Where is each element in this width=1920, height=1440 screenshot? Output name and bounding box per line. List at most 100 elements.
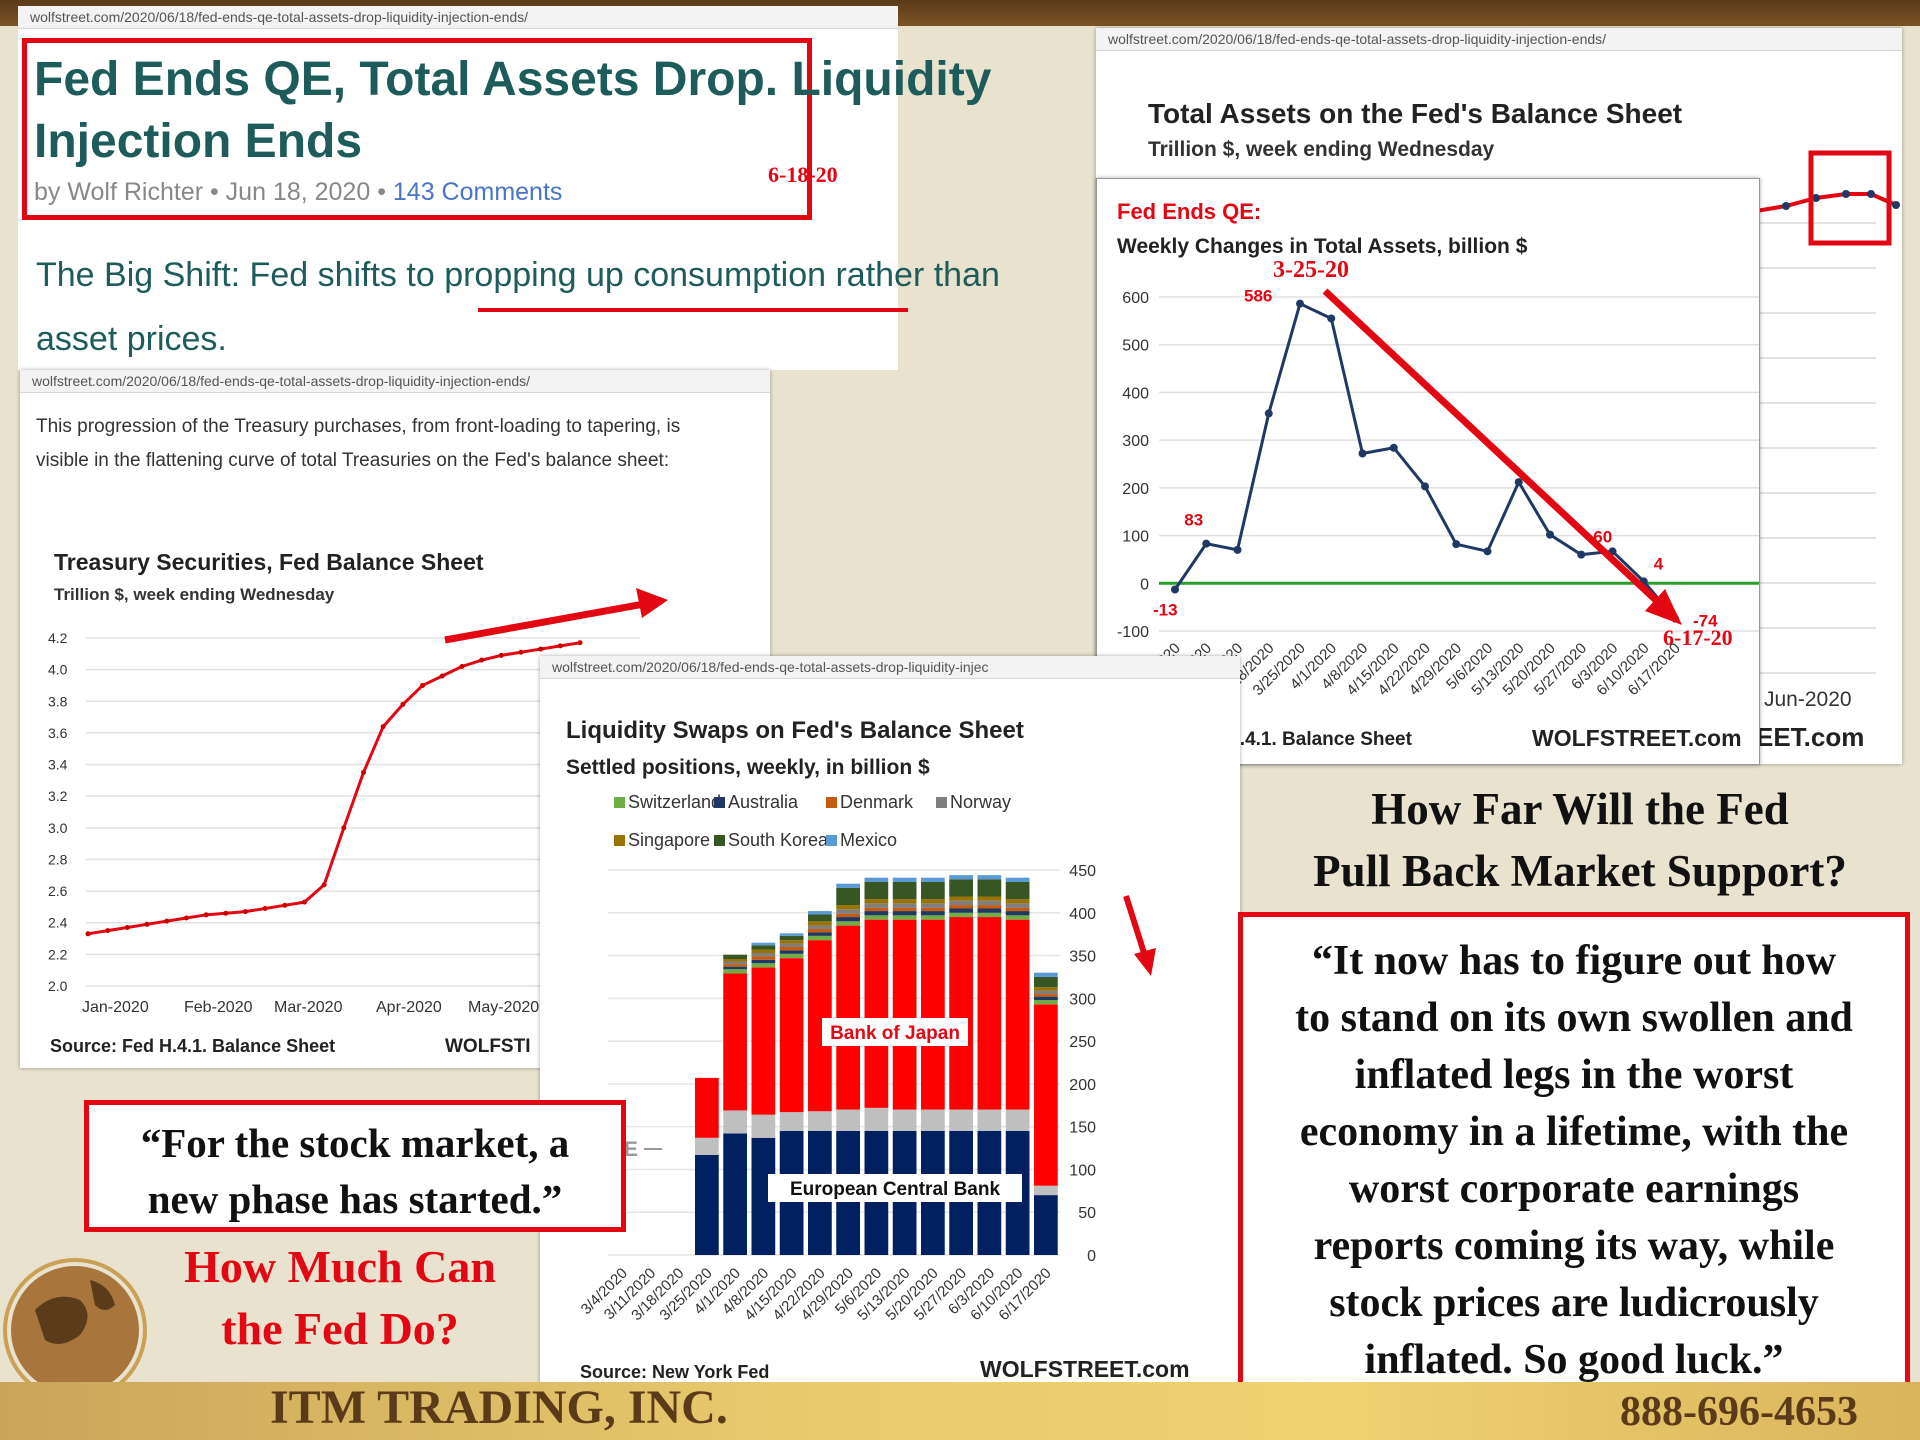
swaps-bar-segment [1034,976,1058,988]
swaps-bar-segment [779,943,804,947]
byline-text: by Wolf Richter • Jun 18, 2020 • [34,178,393,206]
swaps-bar-segment [1034,994,1058,997]
swaps-bar-segment [949,905,973,909]
swaps-bar-segment [949,875,973,880]
article-title-line2[interactable]: Injection Ends [34,115,363,168]
swaps-bar-segment [723,961,747,965]
legend-swatch [614,835,625,846]
treasury-x-tick: May-2020 [468,999,539,1016]
treasury-y-tick: 4.2 [48,630,68,646]
treasury-y-tick: 3.8 [48,693,68,709]
swaps-title: Liquidity Swaps on Fed's Balance Sheet [566,717,1024,744]
swaps-bar-segment [892,881,917,900]
swaps-bar-segment [949,900,973,906]
legend-label: Australia [728,792,799,812]
question-line2: Pull Back Market Support? [1313,846,1847,896]
total-assets-line [1755,192,1897,213]
treasury-source: Source: Fed H.4.1. Balance Sheet [50,1036,335,1056]
quote-right-line: “It now has to figure out how [1311,938,1837,984]
swaps-bar-segment [1034,996,1058,1001]
swaps-bar-segment [921,1109,945,1131]
subhead-line1: The Big Shift: Fed shifts to propping up… [36,256,1000,295]
swaps-bar-segment [977,908,1002,913]
treasury-x-tick: Feb-2020 [184,999,253,1016]
swaps-bar-segment [949,912,973,918]
swaps-bar-segment [808,940,832,1112]
swaps-bar-segment [864,915,889,920]
weekly-point [1358,449,1367,458]
legend-swatch [826,835,837,846]
total-assets-subtitle: Trillion $, week ending Wednesday [1148,138,1495,161]
swaps-bar-segment [977,896,1002,901]
weekly-date-top: 3-25-20 [1273,257,1349,283]
comments-link[interactable]: 143 Comments [392,178,563,206]
swaps-bar-segment [751,1137,776,1255]
swaps-bar-segment [921,877,945,882]
weekly-data-label: 4 [1654,554,1664,573]
swaps-bar-segment [921,911,945,916]
swaps-panel: wolfstreet.com/2020/06/18/fed-ends-qe-to… [540,656,1240,1390]
swaps-bar-segment [892,919,917,1110]
article-url[interactable]: wolfstreet.com/2020/06/18/fed-ends-qe-to… [18,6,898,29]
weekly-point [1171,585,1179,594]
swaps-bar-segment [892,877,917,882]
weekly-point [1546,530,1554,539]
article-title-line1[interactable]: Fed Ends QE, Total Assets Drop. Liquidit… [34,53,992,106]
swaps-bar-segment [1034,1185,1058,1196]
swaps-bar-segment [779,940,804,944]
treasury-point [183,915,189,921]
swaps-bar-segment [864,899,889,904]
weekly-y-tick: 100 [1122,529,1149,546]
question2: How Much Can the Fed Do? [140,1236,540,1360]
swaps-bar-segment [864,881,889,900]
swaps-url[interactable]: wolfstreet.com/2020/06/18/fed-ends-qe-to… [540,656,1240,679]
swaps-bar-segment [779,958,804,1113]
swaps-bar-segment [977,912,1002,918]
swaps-bar-segment [723,969,747,974]
swaps-bar-segment [949,896,973,901]
treasury-y-tick: 2.0 [48,978,68,994]
swaps-bar-segment [808,929,832,933]
swaps-bar-segment [892,1109,917,1131]
swaps-bar-segment [723,1110,747,1134]
weekly-data-label: 83 [1184,511,1203,530]
weekly-point [1296,299,1304,308]
swaps-bar-segment [921,907,945,912]
swaps-bar-segment [1034,990,1058,995]
swaps-drop-arrow [1123,895,1148,957]
swaps-bar-segment [892,903,917,908]
quote-left-line1: “For the stock market, a [140,1120,570,1166]
footer-bar [0,1382,1920,1440]
total-assets-url[interactable]: wolfstreet.com/2020/06/18/fed-ends-qe-to… [1096,28,1902,51]
swaps-bar-segment [808,921,832,926]
treasury-y-tick: 3.6 [48,725,68,741]
treasury-point [321,882,327,888]
weekly-point [1577,550,1586,559]
legend-label: South Korea [728,830,829,850]
subhead-underline [478,308,908,312]
quote-right-line: stock prices are ludicrously [1329,1280,1819,1326]
swaps-bar-segment [921,915,945,920]
quote-right-line: to stand on its own swollen and [1295,995,1853,1041]
swaps-bar-segment [864,911,889,916]
treasury-point [282,902,288,908]
subhead-part-c: rather than [826,256,1000,294]
company-name: ITM TRADING, INC. [270,1381,728,1434]
swaps-y-tick: 250 [1069,1034,1096,1051]
treasury-y-tick: 4.0 [48,662,68,678]
treasury-x-tick: Apr-2020 [376,999,442,1016]
treasury-url[interactable]: wolfstreet.com/2020/06/18/fed-ends-qe-to… [20,370,770,393]
legend-swatch [826,797,837,808]
total-assets-x-label: Jun-2020 [1764,688,1852,711]
swaps-bar-segment [921,919,945,1110]
question2-line2: the Fed Do? [221,1303,459,1354]
question-line1: How Far Will the Fed [1371,784,1789,834]
treasury-point [203,912,209,918]
ecb-label-bg [768,1174,1022,1202]
weekly-brand: WOLFSTREET.com [1532,725,1742,751]
treasury-point [124,924,130,930]
weekly-point [1327,314,1336,323]
swaps-bar-segment [723,954,747,959]
swaps-bar-segment [977,1109,1002,1131]
legend-swatch [614,797,625,808]
